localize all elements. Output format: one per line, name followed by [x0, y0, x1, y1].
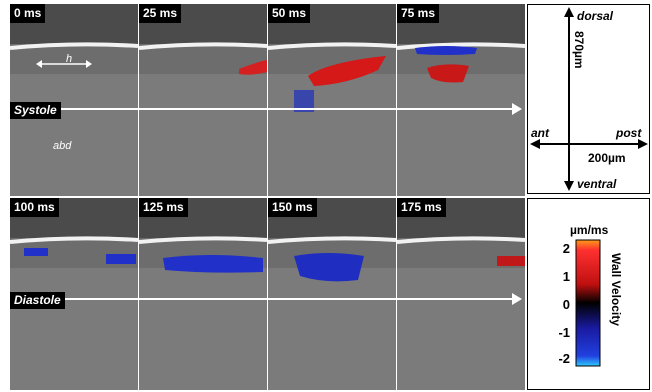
- frame-image: [268, 198, 396, 390]
- colorbar-unit: µm/ms: [570, 223, 609, 237]
- frame-50ms: 50 ms: [268, 4, 396, 196]
- frame-image: [139, 4, 267, 196]
- frame-25ms: 25 ms: [139, 4, 267, 196]
- frame-time-label: 25 ms: [139, 4, 182, 23]
- frame-time-label: 125 ms: [139, 198, 188, 217]
- frame-image: [397, 198, 525, 390]
- colorbar-tick: -1: [558, 325, 570, 340]
- h-label: h: [66, 53, 73, 65]
- vertical-scale-label: 870µm: [572, 31, 586, 69]
- frame-0ms: 0 ms h abd: [10, 4, 138, 196]
- horizontal-scale-label: 200µm: [588, 151, 626, 165]
- right-arrow-icon: [512, 103, 522, 115]
- diastole-arrow-line: [10, 298, 514, 300]
- frame-time-label: 75 ms: [397, 4, 440, 23]
- frame-image: [10, 4, 138, 196]
- frame-175ms: 175 ms: [397, 198, 525, 390]
- phase-systole-label: Systole: [10, 102, 61, 119]
- frame-image: [139, 198, 267, 390]
- abd-label: abd: [53, 140, 72, 152]
- colorbar-tick: 1: [562, 269, 570, 284]
- orientation-cross-icon: [530, 7, 648, 191]
- right-arrow-icon: [512, 293, 522, 305]
- frame-image: [268, 4, 396, 196]
- frame-time-label: 175 ms: [397, 198, 446, 217]
- double-arrow-icon: [36, 60, 92, 68]
- frame-time-label: 150 ms: [268, 198, 317, 217]
- colorbar-tick: -2: [558, 351, 570, 366]
- colorbar-gradient: [575, 239, 601, 367]
- anterior-label: ant: [531, 126, 549, 140]
- colorbar-tick: 2: [562, 241, 570, 256]
- frame-image: [397, 4, 525, 196]
- posterior-label: post: [616, 126, 642, 140]
- frame-75ms: 75 ms: [397, 4, 525, 196]
- systole-arrow-line: [10, 108, 514, 110]
- ultrasound-frame-grid: 0 ms h abd 25 ms 50 ms: [10, 4, 526, 390]
- frame-150ms: 150 ms: [268, 198, 396, 390]
- phase-diastole-label: Diastole: [10, 292, 65, 309]
- frame-time-label: 100 ms: [10, 198, 59, 217]
- frame-time-label: 50 ms: [268, 4, 311, 23]
- dorsal-label: dorsal: [577, 9, 614, 23]
- colorbar-panel: µm/ms 2 1 0 -1 -2 Wall Velocity: [527, 198, 650, 390]
- colorbar-tick: 0: [562, 297, 570, 312]
- frame-125ms: 125 ms: [139, 198, 267, 390]
- orientation-panel: dorsal ventral ant post 200µm 870µm: [527, 4, 650, 194]
- ventral-label: ventral: [577, 177, 617, 191]
- colorbar-label: Wall Velocity: [609, 253, 623, 326]
- frame-time-label: 0 ms: [10, 4, 46, 23]
